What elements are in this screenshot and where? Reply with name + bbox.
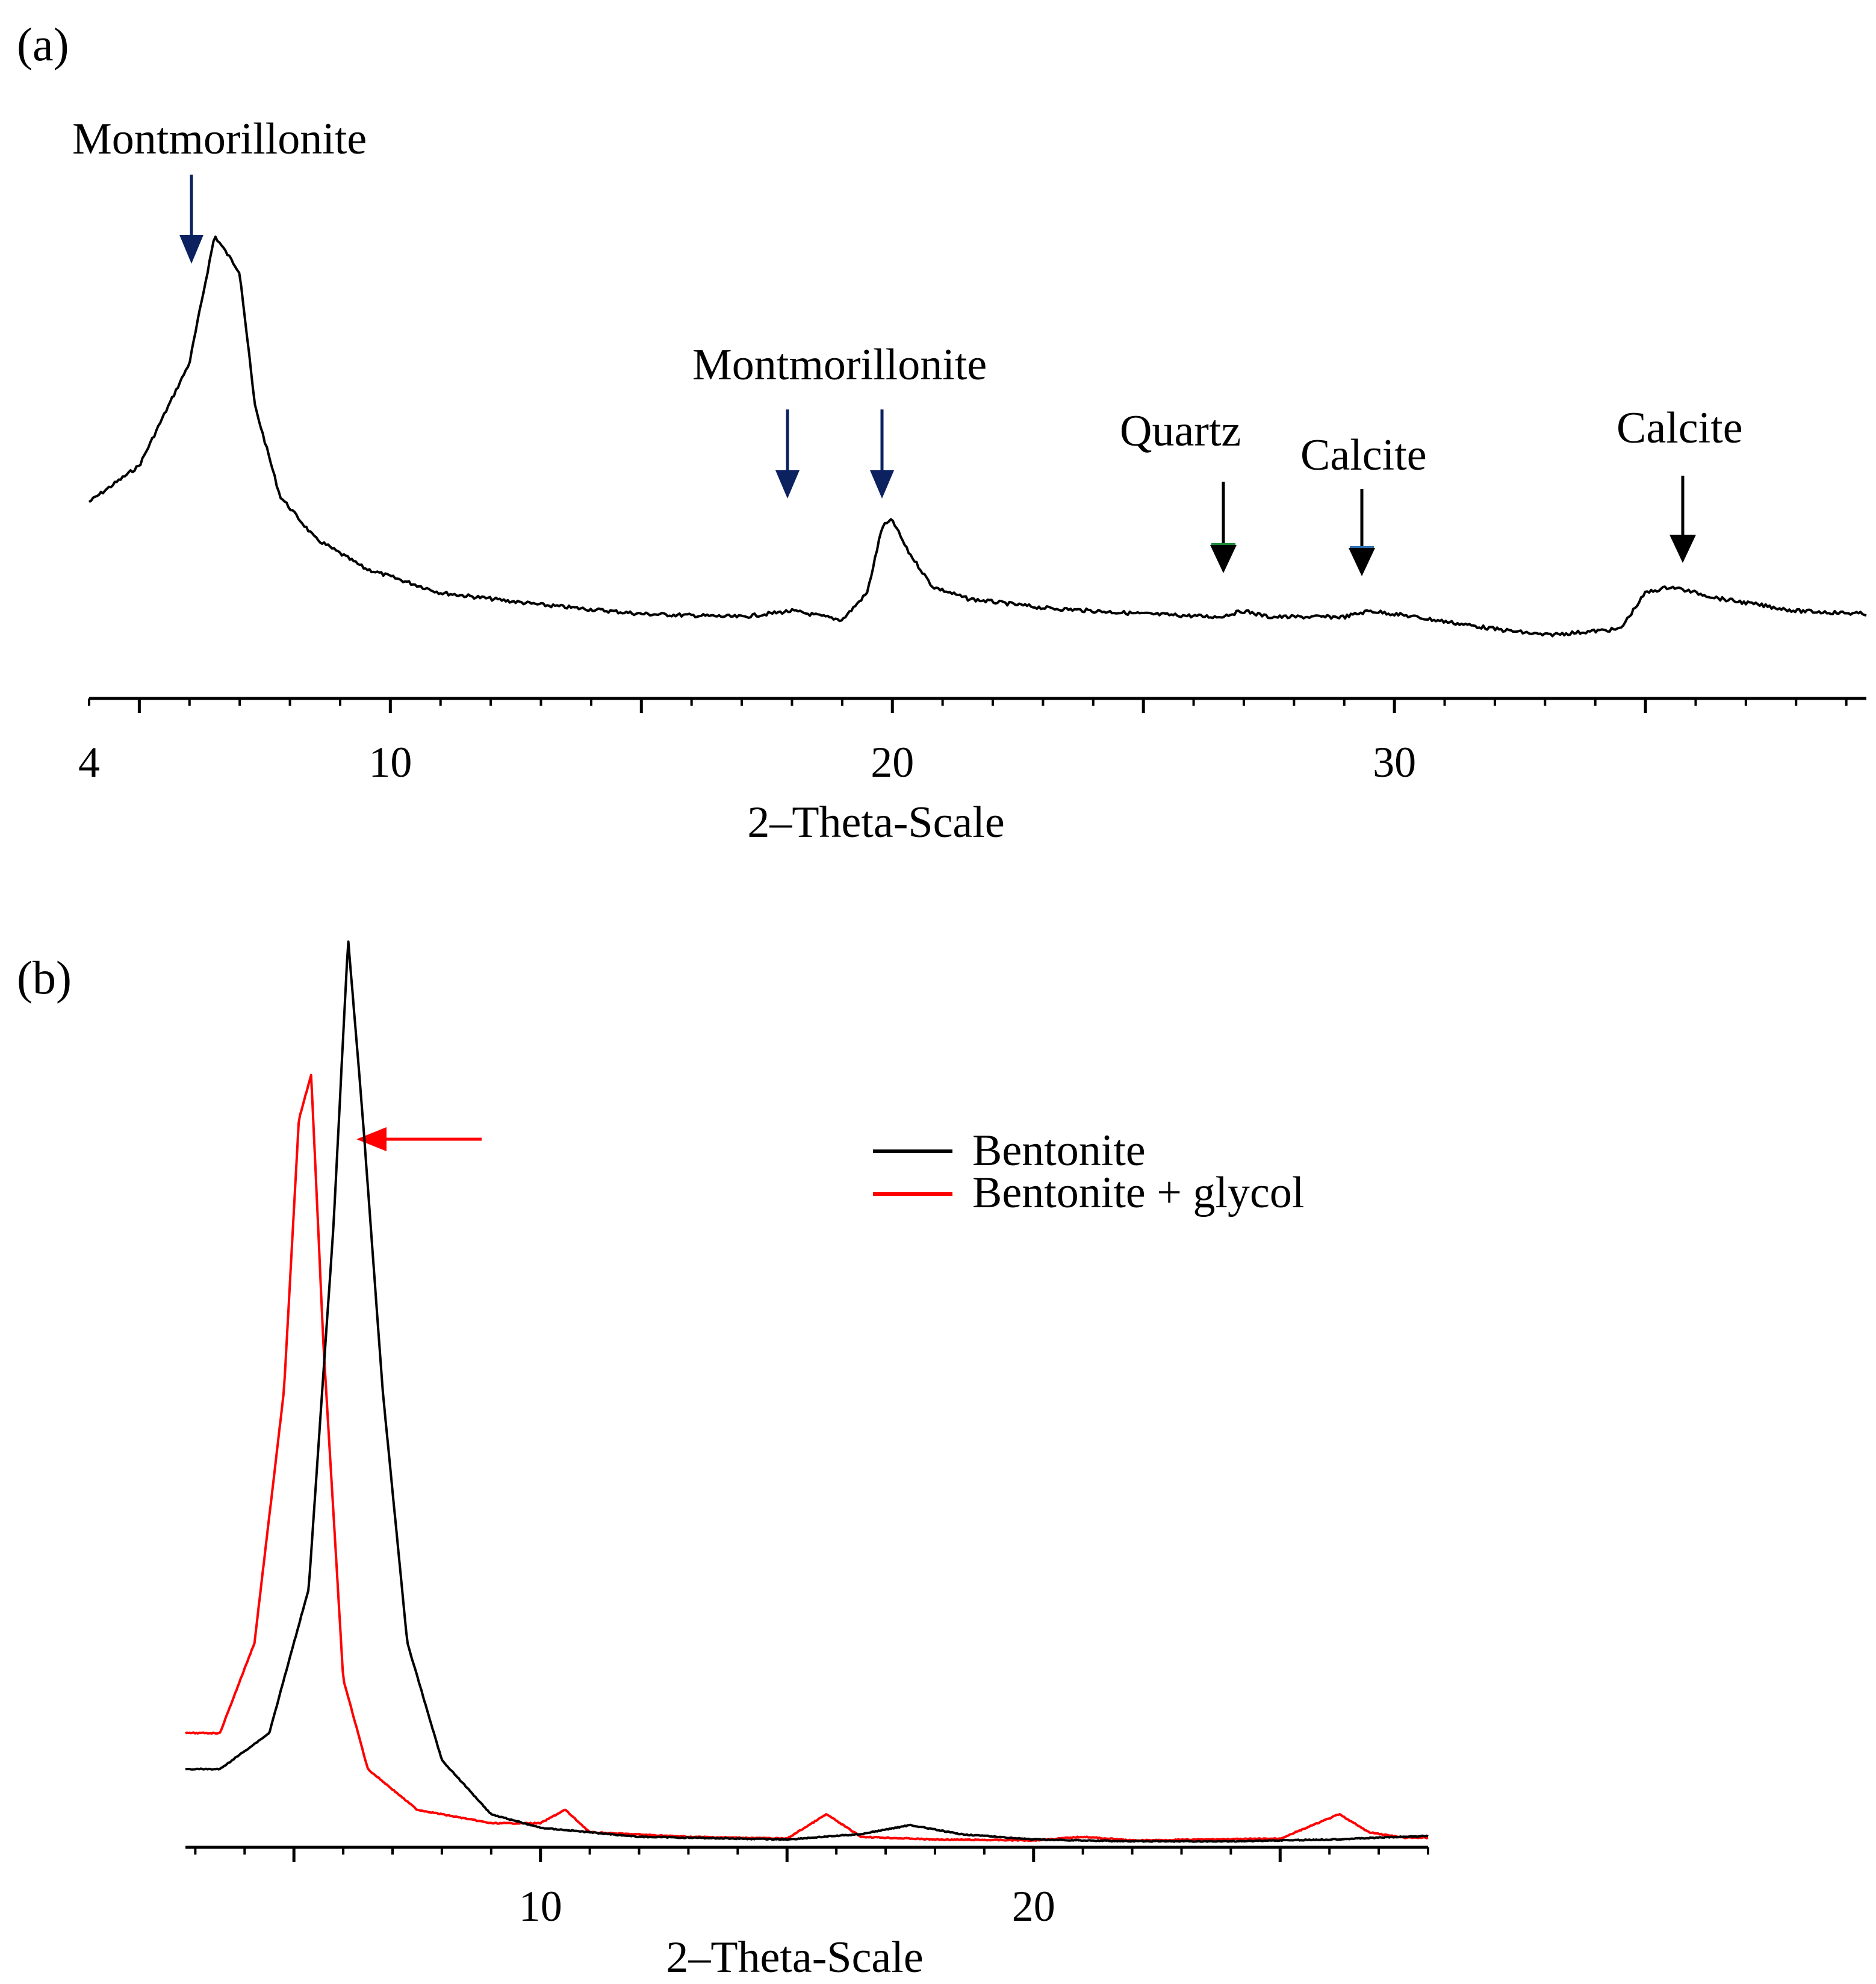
series-line-bentonite-b bbox=[185, 940, 1429, 1843]
series-line-bentonite-glycol bbox=[185, 1074, 1429, 1843]
arrow-montmorillonite-2a bbox=[775, 409, 800, 499]
x-tick-label-b-10: 10 bbox=[519, 1882, 562, 1930]
arrow-calcite-1 bbox=[1349, 489, 1375, 576]
x-axis-label-a: 2–Theta-Scale bbox=[747, 798, 1004, 847]
x-tick-label-a-10: 10 bbox=[368, 738, 412, 786]
x-tick-labels-a: 4 10 20 30 bbox=[78, 738, 1416, 786]
panel-a: (a) Montmorillonite Montmorillonite Quar… bbox=[17, 18, 1867, 847]
x-tick-label-a-30: 30 bbox=[1373, 738, 1416, 786]
x-tick-label-a-20: 20 bbox=[871, 738, 914, 786]
arrow-montmorillonite-2b bbox=[870, 409, 894, 499]
x-ticks-a bbox=[88, 698, 1848, 713]
legend-label-bentonite-glycol: Bentonite + glycol bbox=[972, 1168, 1304, 1217]
panel-b: (b) Bentonite Bentonite + glycol 10 20 2–… bbox=[17, 940, 1429, 1982]
x-axis-label-b: 2–Theta-Scale bbox=[666, 1933, 923, 1982]
annotation-montmorillonite-1: Montmorillonite bbox=[72, 114, 367, 164]
arrow-quartz bbox=[1210, 482, 1237, 573]
arrow-montmorillonite-1 bbox=[179, 175, 203, 264]
annotation-quartz: Quartz bbox=[1120, 406, 1241, 456]
x-tick-label-b-20: 20 bbox=[1012, 1882, 1055, 1930]
legend-label-bentonite: Bentonite bbox=[972, 1126, 1146, 1175]
series-line-bentonite-a bbox=[88, 235, 1867, 638]
x-ticks-b bbox=[194, 1847, 1429, 1862]
annotation-montmorillonite-2: Montmorillonite bbox=[692, 340, 987, 390]
panel-b-label: (b) bbox=[17, 951, 72, 1004]
legend: Bentonite Bentonite + glycol bbox=[873, 1126, 1304, 1217]
arrow-calcite-2 bbox=[1669, 476, 1696, 563]
x-tick-labels-b: 10 20 bbox=[519, 1882, 1055, 1930]
x-tick-label-a-4: 4 bbox=[78, 738, 100, 786]
annotation-calcite-2: Calcite bbox=[1617, 403, 1743, 453]
panel-a-label: (a) bbox=[17, 18, 69, 70]
shift-arrow bbox=[356, 1127, 482, 1151]
annotation-calcite-1: Calcite bbox=[1300, 431, 1427, 480]
